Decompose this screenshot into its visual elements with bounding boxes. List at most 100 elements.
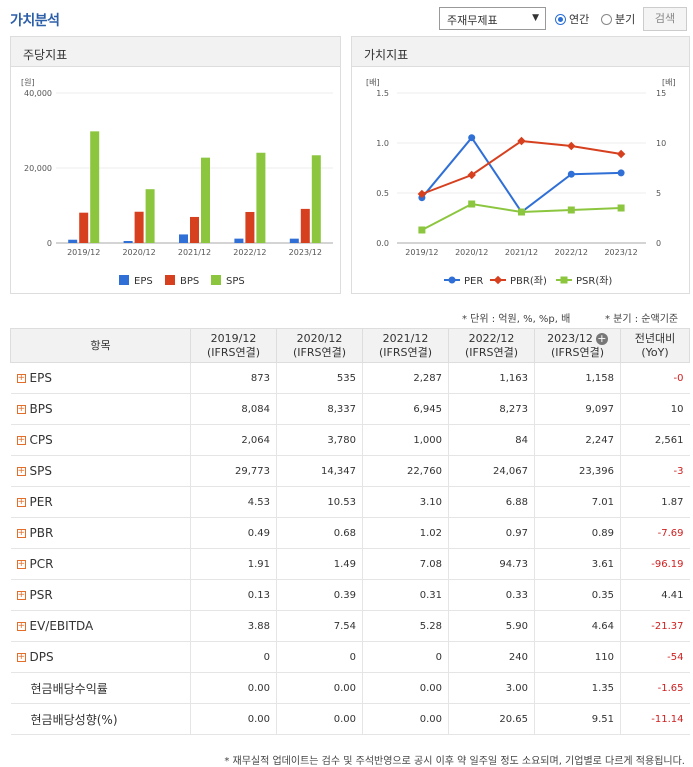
row-label-cell[interactable]: + CPS bbox=[10, 424, 191, 456]
radio-quarter[interactable]: 분기 bbox=[601, 11, 635, 27]
y-tick-label: 40,000 bbox=[24, 89, 52, 98]
statement-type-select[interactable]: 주재무제표 ▼ bbox=[439, 7, 546, 30]
yoy-cell: -21.37 bbox=[620, 610, 690, 642]
row-label-cell: 현금배당성향(%) bbox=[10, 703, 191, 735]
row-label-cell[interactable]: + EPS bbox=[10, 362, 191, 394]
table-row: + SPS 29,773 14,347 22,760 24,067 23,396 -3 bbox=[10, 455, 690, 487]
point-2 bbox=[418, 226, 426, 234]
column-year: 2021/12 bbox=[382, 331, 429, 345]
expand-plus-icon[interactable]: + bbox=[16, 435, 26, 445]
expand-plus-icon[interactable]: + bbox=[16, 466, 26, 476]
column-year: 2023/12 bbox=[547, 331, 593, 345]
column-year: 2022/12 bbox=[468, 331, 515, 345]
value-cell: 0.97 bbox=[448, 517, 535, 549]
bar-sps bbox=[311, 155, 321, 243]
yoy-head: 전년대비 bbox=[634, 331, 676, 345]
row-label: PCR bbox=[29, 557, 54, 571]
column-basis: (IFRS연결) bbox=[464, 345, 519, 359]
value-cell: 2,247 bbox=[534, 424, 621, 456]
bar-sps bbox=[201, 157, 210, 243]
value-cell: 1,163 bbox=[448, 362, 535, 394]
value-cell: 84 bbox=[448, 424, 535, 456]
column-basis: (IFRS연결) bbox=[206, 345, 261, 359]
legend-label-eps: EPS bbox=[134, 276, 153, 287]
point-0 bbox=[567, 170, 575, 178]
right-tick-label: 0 bbox=[656, 239, 661, 248]
row-label-cell[interactable]: + PER bbox=[10, 486, 191, 518]
row-label-cell[interactable]: + BPS bbox=[10, 393, 191, 425]
left-tick-label: 1.5 bbox=[376, 89, 389, 98]
row-label-cell[interactable]: + SPS bbox=[10, 455, 191, 487]
bar-bps bbox=[79, 212, 89, 243]
x-tick-label: 2019/12 bbox=[67, 248, 100, 257]
column-header-period: 2023/12 + (IFRS연결) bbox=[534, 328, 621, 363]
expand-plus-icon[interactable]: + bbox=[16, 373, 26, 383]
right-tick-label: 5 bbox=[656, 189, 661, 198]
row-label: EPS bbox=[29, 371, 52, 385]
value-cell: 1,000 bbox=[362, 424, 449, 456]
search-button[interactable]: 검색 bbox=[643, 7, 687, 31]
expand-plus-icon[interactable]: + bbox=[16, 528, 26, 538]
legend-marker-2 bbox=[560, 276, 568, 284]
row-label-cell[interactable]: + EV/EBITDA bbox=[10, 610, 191, 642]
row-label-cell[interactable]: + PCR bbox=[10, 548, 191, 580]
expand-plus-icon[interactable]: + bbox=[16, 652, 26, 662]
column-header-period: 2020/12 (IFRS연결) bbox=[276, 328, 363, 363]
value-cell: 240 bbox=[448, 641, 535, 673]
x-tick-label: 2021/12 bbox=[178, 248, 211, 257]
value-cell: 0.00 bbox=[276, 672, 363, 704]
expand-plus-icon[interactable]: + bbox=[16, 497, 26, 507]
column-year: 2020/12 bbox=[296, 331, 343, 345]
expand-plus-icon[interactable]: + bbox=[16, 590, 26, 600]
y-tick-label: 20,000 bbox=[24, 164, 52, 173]
expand-plus-icon[interactable]: + bbox=[16, 559, 26, 569]
table-row: + EPS 873 535 2,287 1,163 1,158 -0 bbox=[10, 362, 690, 394]
column-header-period: 2022/12 (IFRS연결) bbox=[448, 328, 535, 363]
value-cell: 14,347 bbox=[276, 455, 363, 487]
value-cell: 7.01 bbox=[534, 486, 621, 518]
radio-checked-icon bbox=[555, 13, 566, 25]
add-column-icon[interactable]: + bbox=[595, 331, 608, 345]
value-cell: 3.88 bbox=[190, 610, 277, 642]
value-cell: 0.68 bbox=[276, 517, 363, 549]
row-label-cell[interactable]: + PBR bbox=[10, 517, 191, 549]
value-cell: 2,064 bbox=[190, 424, 277, 456]
value-cell: 4.53 bbox=[190, 486, 277, 518]
valuation-panel: 가치지표 [배] [배] 1.5 15 1.0 10 0.5 5 0.0 0 2019/12 2020… bbox=[351, 36, 690, 294]
per-share-bar-chart: [원] 40,000 20,000 0 2019/12 2020/12 2021/12 202… bbox=[21, 78, 333, 287]
right-tick-label: 15 bbox=[656, 89, 666, 98]
row-label: EV/EBITDA bbox=[29, 619, 94, 633]
value-cell: 0.33 bbox=[448, 579, 535, 611]
row-label-cell[interactable]: + DPS bbox=[10, 641, 191, 673]
value-cell: 0.00 bbox=[276, 703, 363, 735]
value-cell: 0.89 bbox=[534, 517, 621, 549]
expand-plus-icon[interactable]: + bbox=[16, 621, 26, 631]
point-1 bbox=[467, 170, 476, 180]
per-share-panel-title: 주당지표 bbox=[11, 37, 340, 67]
legend-label-2: PSR(좌) bbox=[576, 275, 612, 287]
bar-bps bbox=[190, 216, 199, 243]
x-tick-label: 2022/12 bbox=[233, 248, 266, 257]
yoy-sub: (YoY) bbox=[641, 345, 669, 359]
column-basis: (IFRS연결) bbox=[378, 345, 433, 359]
per-share-panel: 주당지표 [원] 40,000 20,000 0 2019/12 2020/12 2021/… bbox=[10, 36, 341, 294]
bar-bps bbox=[134, 211, 144, 243]
value-cell: 0 bbox=[276, 641, 363, 673]
yoy-cell: 10 bbox=[620, 393, 690, 425]
y-tick-label: 0 bbox=[47, 239, 52, 248]
row-label: 현금배당수익률 bbox=[30, 681, 108, 696]
left-tick-label: 1.0 bbox=[376, 139, 389, 148]
value-cell: 0.31 bbox=[362, 579, 449, 611]
point-2 bbox=[567, 206, 575, 214]
row-label: PER bbox=[29, 495, 53, 509]
value-cell: 0.49 bbox=[190, 517, 277, 549]
value-cell: 1.35 bbox=[534, 672, 621, 704]
radio-annual[interactable]: 연간 bbox=[555, 11, 589, 27]
x-tick-label: 2019/12 bbox=[405, 248, 438, 257]
value-cell: 9.51 bbox=[534, 703, 621, 735]
expand-plus-icon[interactable]: + bbox=[16, 404, 26, 414]
row-label-cell[interactable]: + PSR bbox=[10, 579, 191, 611]
value-cell: 23,396 bbox=[534, 455, 621, 487]
value-cell: 3.61 bbox=[534, 548, 621, 580]
value-cell: 4.64 bbox=[534, 610, 621, 642]
